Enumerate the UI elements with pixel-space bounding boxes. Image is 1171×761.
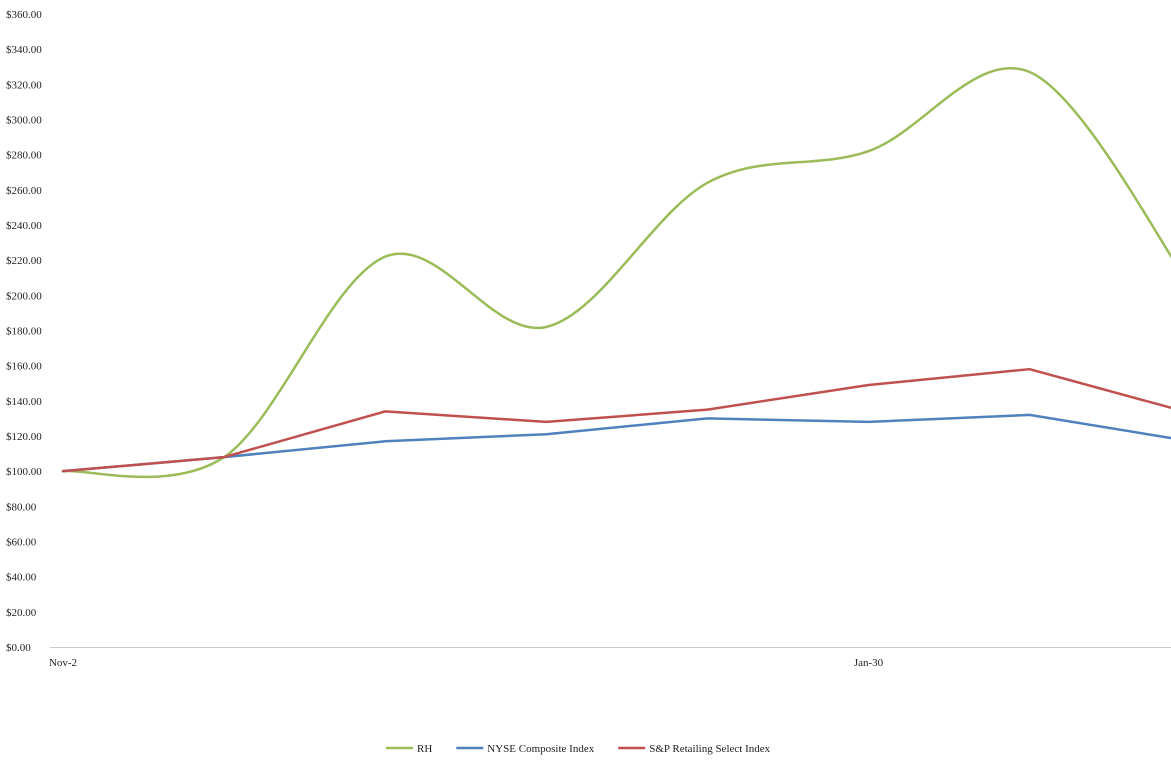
y-tick-label: $120.00: [6, 431, 42, 443]
y-tick-label: $280.00: [6, 150, 42, 162]
legend: RH NYSE Composite Index S&P Retailing Sele…: [386, 743, 771, 755]
series-line-rh: [61, 66, 1171, 479]
y-axis-labels: $0.00 $20.00 $40.00 $60.00 $80.00 $100.00 $120…: [6, 9, 42, 654]
y-tick-label: $180.00: [6, 326, 42, 338]
x-axis-labels: Nov-2 Jan-30: [49, 657, 884, 669]
y-tick-label: $240.00: [6, 220, 42, 232]
series-line-s-p-retailing-select-index: [61, 367, 1171, 473]
series-line-nyse-composite-index: [61, 413, 1171, 473]
y-tick-label: $300.00: [6, 115, 42, 127]
y-tick-label: $80.00: [6, 501, 37, 513]
x-tick-label: Jan-30: [854, 657, 884, 669]
y-tick-label: $60.00: [6, 537, 37, 549]
y-tick-label: $200.00: [6, 290, 42, 302]
y-tick-label: $20.00: [6, 607, 37, 619]
legend-label-nyse-composite-index: NYSE Composite Index: [487, 743, 594, 755]
y-tick-label: $220.00: [6, 255, 42, 267]
y-tick-label: $0.00: [6, 642, 31, 654]
y-tick-label: $140.00: [6, 396, 42, 408]
x-tick-label: Nov-2: [49, 657, 77, 669]
y-tick-label: $320.00: [6, 79, 42, 91]
y-tick-label: $160.00: [6, 361, 42, 373]
legend-label-rh: RH: [417, 743, 432, 755]
legend-label-s-p-retailing-select-index: S&P Retailing Select Index: [649, 743, 770, 755]
y-tick-label: $340.00: [6, 44, 42, 56]
y-tick-label: $100.00: [6, 466, 42, 478]
y-tick-label: $360.00: [6, 9, 42, 21]
y-tick-label: $40.00: [6, 572, 37, 584]
series-lines: [61, 66, 1171, 479]
y-tick-label: $260.00: [6, 185, 42, 197]
